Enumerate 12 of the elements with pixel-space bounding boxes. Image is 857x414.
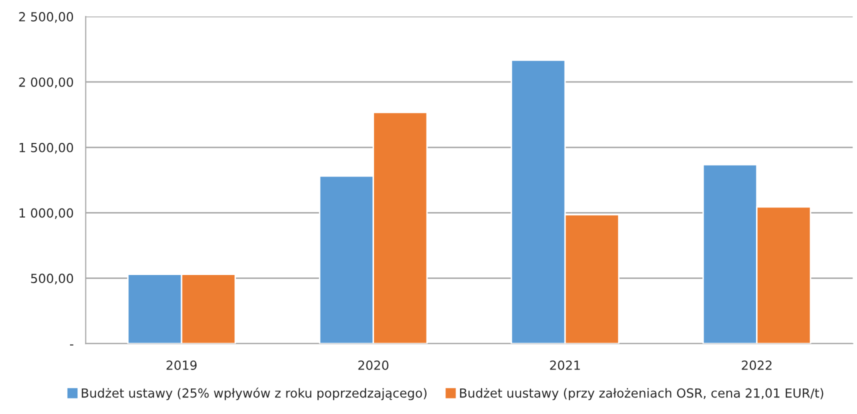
x-tick-label: 2020 xyxy=(358,360,388,370)
y-tick-label: 2 500,00 xyxy=(19,12,74,23)
x-tick-label: 2019 xyxy=(166,360,197,370)
y-tick-label: 2 000,00 xyxy=(19,77,74,88)
y-tick-label: 1 000,00 xyxy=(20,208,74,219)
y-tick-label: - xyxy=(70,344,74,346)
x-tick-label: 2022 xyxy=(742,360,772,370)
legend-label: Budżet ustawy (25% wpływów z roku poprzedzającego) xyxy=(82,388,426,400)
legend-label: Budżet uustawy (przy założeniach OSR, cena 21,01 EUR/t) xyxy=(460,388,824,400)
y-tick-label: 500,00 xyxy=(31,274,74,284)
x-tick-label: 2021 xyxy=(550,360,580,370)
y-tick-label: 1 500,00 xyxy=(20,142,74,154)
